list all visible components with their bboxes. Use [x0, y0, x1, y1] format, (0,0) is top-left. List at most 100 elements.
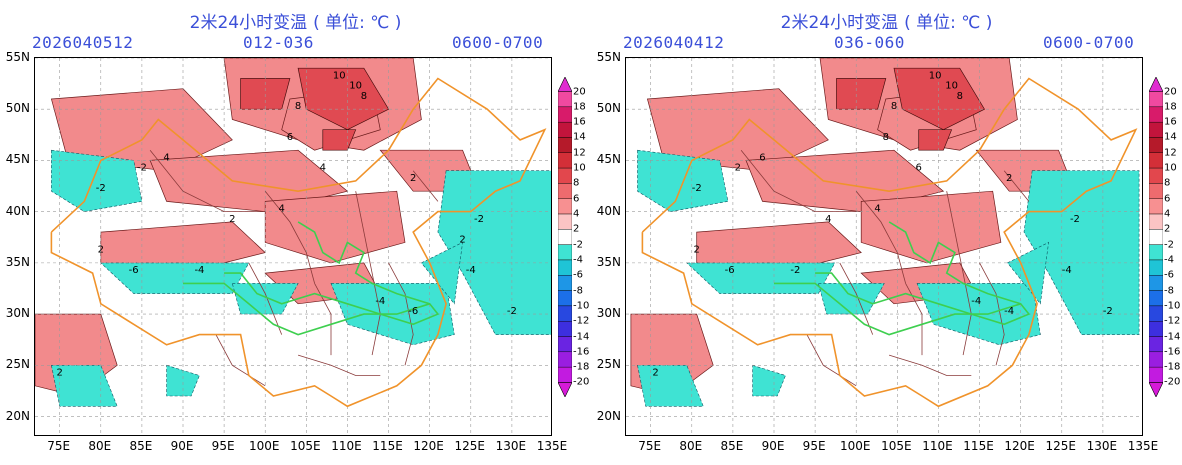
lon-tick-label: 80E [88, 439, 112, 453]
colorbar-swatch [558, 366, 572, 383]
strong-warming-area [297, 67, 390, 131]
lon-tick-label: 90E [761, 439, 785, 453]
lat-tick-label: 50N [596, 101, 621, 116]
colorbar-swatch [1149, 137, 1163, 153]
lon-tick-label: 100E [248, 439, 280, 453]
contour-label: -4 [194, 265, 204, 276]
contour-label: 8 [957, 91, 963, 102]
contour-label: 8 [883, 132, 889, 143]
contour-label: -2 [790, 265, 800, 276]
contour-label: -4 [375, 296, 385, 307]
colorbar-swatch [558, 290, 572, 307]
lon-tick-label: 85E [720, 439, 744, 453]
yangtze-river [774, 282, 1021, 336]
colorbar-swatch [558, 259, 572, 276]
warming-area [860, 190, 1002, 264]
contour-label: 4 [278, 204, 284, 215]
lon-tick-label: 130E [495, 439, 527, 453]
colorbar-label: 8 [573, 177, 580, 189]
contour-label: 2 [1006, 173, 1012, 184]
forecast-lead: 036-060 [834, 33, 905, 52]
colorbar-label: -18 [1164, 361, 1181, 373]
colorbar-swatch [1149, 91, 1163, 108]
colorbar-swatch [558, 351, 572, 368]
lon-tick-label: 110E [922, 439, 953, 453]
cooling-area [100, 262, 250, 294]
colorbar-label: 14 [1164, 131, 1177, 143]
colorbar-label: 14 [573, 131, 586, 143]
valid-time: 0600-0700 [1043, 33, 1135, 52]
lon-tick-label: 115E [963, 439, 994, 453]
lon-tick-label: 75E [638, 439, 662, 453]
contour-label: 8 [361, 91, 367, 102]
colorbar-swatch [558, 121, 572, 138]
colorbar-label: -10 [573, 300, 590, 312]
province-boundary [388, 262, 414, 366]
colorbar-svg [558, 77, 572, 397]
lat-tick-label: 50N [5, 101, 30, 116]
contour-label: -2 [96, 183, 106, 194]
colorbar-swatch [1149, 183, 1163, 199]
strong-warming-area [893, 67, 985, 131]
province-boundary [740, 149, 857, 213]
contour-label: 4 [320, 163, 326, 174]
lon-tick-label: 135E [536, 439, 568, 453]
contour-label: 10 [349, 81, 362, 92]
lon-tick-label: 85E [129, 439, 153, 453]
lat-tick-label: 40N [5, 203, 30, 218]
province-boundary [248, 262, 283, 335]
colorbar-bottom-arrow [1149, 382, 1163, 397]
colorbar-label: 10 [573, 162, 586, 174]
province-boundary [149, 149, 266, 213]
colorbar-swatch [1149, 336, 1163, 353]
lon-tick-label: 130E [1086, 439, 1118, 453]
province-boundary [905, 283, 923, 356]
colorbar-label: -16 [573, 346, 590, 358]
map-area: 10 10 8 8 6 4 4 4 2 2 2 -2 -2 -4 -4 -4 -6 -6 -2 -2 2 2 [34, 57, 552, 436]
lat-tick-label: 20N [596, 408, 621, 423]
colorbar-top-arrow [1149, 77, 1163, 92]
lat-tick-label: 35N [5, 254, 30, 269]
colorbar-swatch [558, 106, 572, 123]
colorbar-swatch [1149, 167, 1163, 184]
valid-time: 0600-0700 [452, 33, 544, 52]
lat-tick-label: 45N [596, 152, 621, 167]
contour-label: 6 [287, 132, 293, 143]
colorbar-label: -12 [573, 315, 590, 327]
province-boundary [946, 191, 972, 356]
contour-label: 2 [652, 368, 658, 379]
lon-tick-label: 120E [413, 439, 444, 453]
colorbar-swatch [558, 91, 572, 108]
contour-label: -4 [1062, 265, 1072, 276]
colorbar-swatch [1149, 198, 1163, 215]
lat-tick-label: 20N [5, 408, 30, 423]
colorbar-swatch [558, 198, 572, 215]
yellow-river [815, 221, 1031, 326]
province-boundary [1003, 170, 1030, 202]
colorbar-swatch [1149, 259, 1163, 276]
contour-label: 2 [459, 234, 465, 245]
colorbar-swatch [1149, 366, 1163, 383]
province-boundary [297, 354, 381, 376]
cooling-area [166, 364, 200, 397]
colorbar-label: 4 [1164, 208, 1171, 220]
cooling-area [420, 241, 463, 305]
title-text: 2米24小时变温 [780, 13, 899, 33]
lat-tick-label: 30N [5, 306, 30, 321]
lon-tick-label: 115E [372, 439, 403, 453]
contour-label: -2 [474, 214, 484, 225]
colorbar-label: 18 [1164, 101, 1177, 113]
lon-tick-label: 135E [1127, 439, 1159, 453]
colorbar-label: 10 [1164, 162, 1177, 174]
province-boundary [888, 354, 972, 376]
colorbar-label: 16 [1164, 116, 1177, 128]
colorbar-bottom-arrow [558, 382, 572, 397]
cooling-area [51, 149, 143, 212]
contour-label: 4 [825, 214, 831, 225]
contour-label: -6 [725, 265, 735, 276]
colorbar-swatch [1149, 275, 1163, 291]
colorbar-label: -14 [1164, 331, 1181, 343]
lat-tick-label: 30N [596, 306, 621, 321]
lon-tick-label: 125E [1045, 439, 1077, 453]
